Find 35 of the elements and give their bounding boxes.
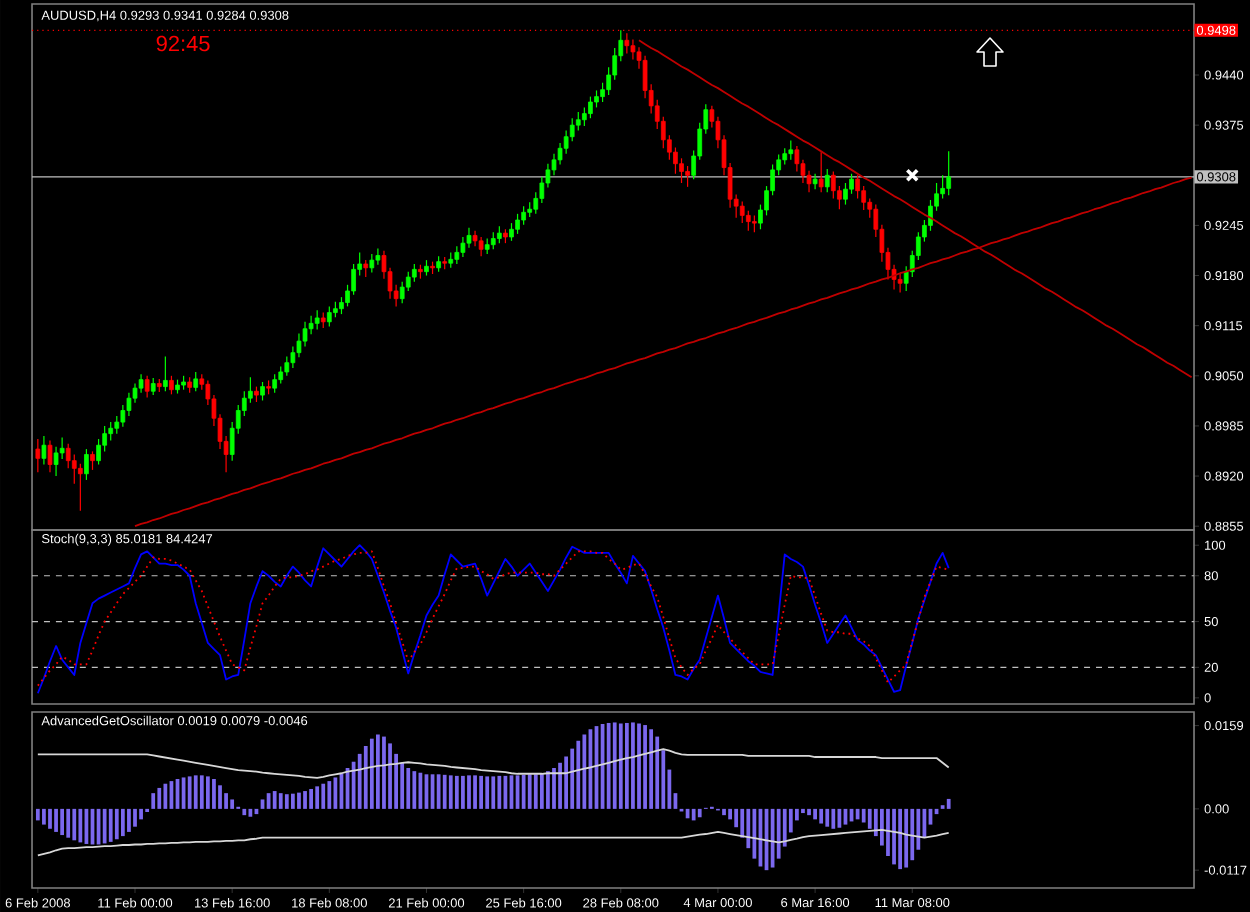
candlestick [144, 375, 150, 398]
candlestick [314, 309, 320, 331]
candlestick [193, 371, 199, 392]
candlestick [588, 96, 593, 119]
candlestick [163, 355, 168, 392]
candlestick [824, 168, 830, 193]
candlestick [272, 373, 278, 394]
candlestick [466, 227, 472, 249]
candlestick [739, 200, 745, 224]
candlestick [818, 151, 824, 193]
candlestick [35, 438, 41, 473]
candlestick [478, 236, 484, 257]
candlestick [843, 182, 848, 206]
candlestick [515, 213, 520, 235]
candlestick [47, 439, 53, 473]
candlestick [460, 236, 466, 258]
candlestick [745, 210, 751, 232]
candlestick [41, 435, 47, 466]
candlestick [260, 381, 265, 402]
candlestick [169, 375, 174, 395]
candlestick [897, 273, 903, 294]
candlestick [630, 38, 636, 61]
annotation: 92:45 [156, 35, 210, 52]
candlestick [90, 450, 95, 471]
candlestick [375, 247, 381, 266]
candlestick [685, 165, 690, 188]
candlestick [53, 446, 59, 477]
candlestick [326, 305, 332, 328]
candlestick [84, 448, 89, 481]
candlestick [946, 150, 952, 196]
candlestick [788, 139, 794, 161]
candlestick [624, 32, 630, 55]
candlestick [369, 253, 375, 274]
candlestick [812, 173, 818, 190]
candlestick [521, 205, 526, 226]
